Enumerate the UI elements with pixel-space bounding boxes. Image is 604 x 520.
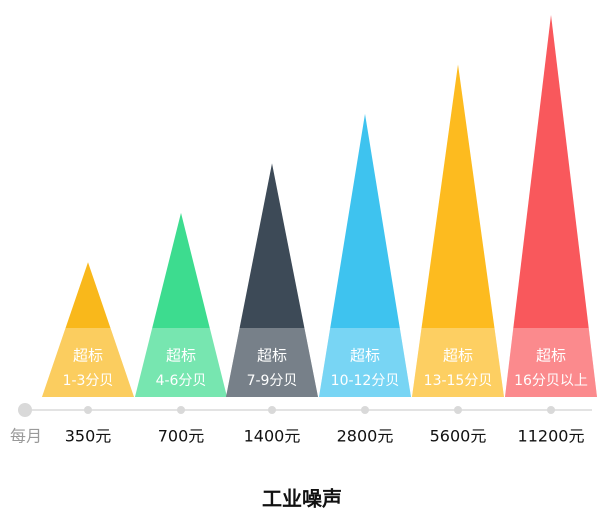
band-label: 超标 — [536, 347, 566, 365]
axis-origin — [18, 403, 32, 417]
triangle-band — [42, 328, 134, 397]
band-label: 超标 — [443, 347, 473, 365]
axis-dot — [268, 406, 276, 414]
triangle-band — [135, 328, 227, 397]
band-label: 超标 — [350, 347, 380, 365]
value-label: 5600元 — [430, 427, 487, 446]
x-axis-label: 每月 — [10, 427, 42, 446]
value-label: 2800元 — [337, 427, 394, 446]
triangle — [505, 15, 597, 397]
chart-title: 工业噪声 — [262, 487, 342, 511]
band-label: 超标 — [73, 347, 103, 365]
triangle — [42, 262, 134, 397]
band-label: 超标 — [257, 347, 287, 365]
category-label: 7-9分贝 — [247, 373, 298, 389]
value-label: 1400元 — [244, 427, 301, 446]
axis-dot — [454, 406, 462, 414]
value-label: 700元 — [158, 427, 205, 446]
value-label: 11200元 — [518, 427, 585, 446]
category-label: 16分贝以上 — [514, 373, 588, 389]
category-label: 1-3分贝 — [63, 373, 114, 389]
category-label: 10-12分贝 — [331, 373, 400, 389]
axis-dot — [361, 406, 369, 414]
triangle — [319, 113, 411, 397]
axis-dot — [547, 406, 555, 414]
triangle — [412, 64, 504, 397]
axis-dot — [177, 406, 185, 414]
triangle — [135, 212, 227, 397]
triangle — [226, 163, 318, 397]
category-label: 13-15分贝 — [424, 373, 493, 389]
triangle-band — [412, 328, 504, 397]
category-label: 4-6分贝 — [156, 373, 207, 389]
axis-dot — [84, 406, 92, 414]
band-label: 超标 — [166, 347, 196, 365]
triangle-band — [319, 328, 411, 397]
triangle-band — [226, 328, 318, 397]
triangle-band — [505, 328, 597, 397]
value-label: 350元 — [65, 427, 112, 446]
